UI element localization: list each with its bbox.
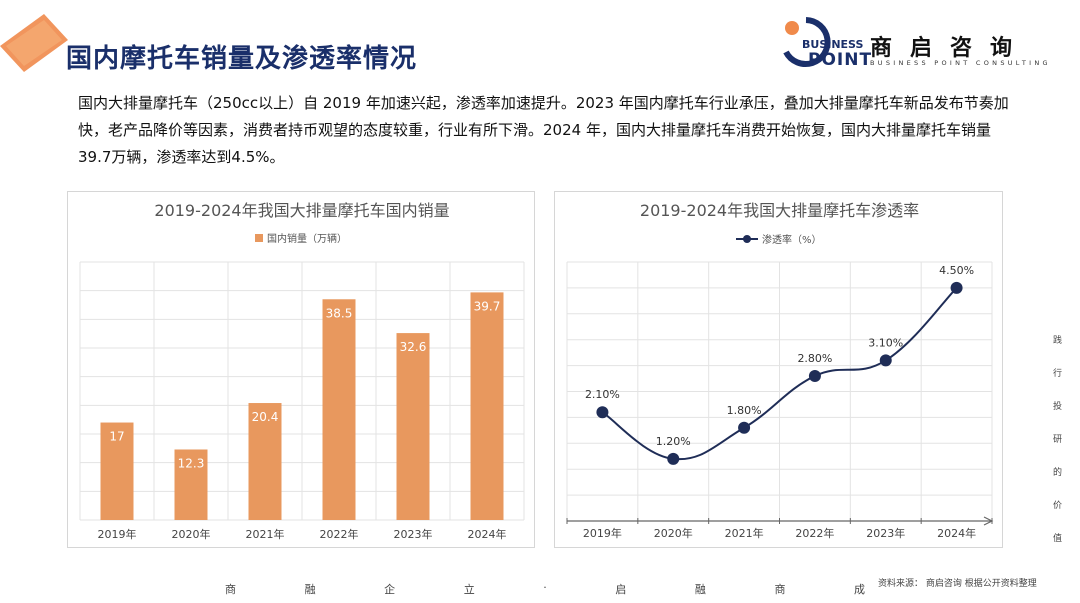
legend-swatch: [255, 234, 263, 242]
penetration-chart-panel: 2019-2024年我国大排量摩托车渗透率渗透率（%） 2.10% 2019年 1.2…: [554, 191, 1003, 548]
data-point: [808, 369, 821, 382]
footer-motto-char: 启: [615, 583, 627, 596]
bar-data-label: 32.6: [400, 340, 427, 354]
brand-tagline: BUSINESS POINT CONSULTING: [870, 59, 1051, 67]
point-data-label: 1.80%: [727, 404, 762, 417]
footer-motto-char: ·: [543, 581, 547, 594]
point-data-label: 3.10%: [868, 336, 903, 349]
x-tick-label: 2022年: [795, 526, 834, 540]
side-slogan-char: 投: [1053, 402, 1063, 412]
data-point: [738, 421, 751, 434]
footer-motto-char: 融: [694, 583, 706, 596]
point-data-label: 4.50%: [939, 264, 974, 277]
legend-marker: [743, 235, 751, 243]
x-tick-label: 2023年: [866, 526, 905, 540]
brand-logo-block: BUSINESS POINT 商启咨询 BUSINESS POINT CONSU…: [778, 14, 1068, 74]
data-source-note: 资料来源： 商启咨询 根据公开资料整理: [878, 579, 1037, 589]
bar-data-label: 38.5: [326, 306, 353, 320]
footer-motto-char: 成: [854, 583, 865, 596]
brand-name-en-line2: POINT: [808, 50, 873, 70]
bar-data-label: 12.3: [178, 456, 205, 470]
brand-name-cn: 商启咨询: [870, 36, 1031, 61]
side-slogan-char: 行: [1053, 369, 1063, 379]
x-tick-label: 2024年: [937, 526, 976, 540]
x-tick-label: 2021年: [246, 527, 285, 541]
x-tick-label: 2020年: [172, 527, 211, 541]
footer-motto-char: 商: [774, 583, 786, 596]
bar: [100, 422, 134, 520]
side-slogan-char: 的: [1053, 468, 1063, 478]
x-tick-label: 2019年: [98, 527, 137, 541]
corner-decoration: [0, 14, 68, 72]
side-slogan-char: 值: [1053, 534, 1063, 544]
bar: [248, 403, 282, 520]
series-line: [601, 287, 958, 461]
side-slogan-char: 践: [1053, 336, 1063, 346]
point-data-label: 1.20%: [656, 435, 691, 448]
footer-motto-char: 企: [384, 583, 396, 596]
footer-motto-char: 立: [463, 583, 475, 596]
data-point: [879, 354, 892, 367]
footer-motto-char: 商: [225, 583, 236, 596]
bar-data-label: 39.7: [474, 299, 501, 313]
x-tick-label: 2023年: [394, 527, 433, 541]
legend-label: 渗透率（%）: [762, 233, 822, 246]
data-point: [667, 452, 680, 465]
x-tick-label: 2020年: [654, 526, 693, 540]
footer-motto-char: 融: [304, 583, 316, 596]
bar: [396, 333, 430, 520]
x-tick-label: 2021年: [725, 526, 764, 540]
brand-logo-icon: [783, 17, 831, 67]
x-tick-label: 2022年: [320, 527, 359, 541]
point-data-label: 2.10%: [585, 388, 620, 401]
x-tick-label: 2024年: [468, 527, 507, 541]
legend-label: 国内销量（万辆）: [267, 232, 347, 245]
side-slogan-char: 研: [1053, 435, 1063, 445]
data-point: [950, 281, 963, 294]
brand-name-en-line1: BUSINESS: [802, 38, 864, 51]
chart-title: 2019-2024年我国大排量摩托车渗透率: [640, 201, 919, 220]
side-slogan-char: 价: [1053, 501, 1063, 511]
bar-data-label: 17: [109, 430, 124, 444]
footer-motto: 商 融 企 立 · 启 融 商 成: [225, 581, 865, 597]
side-slogan: 践 行 投 研 的 价 值: [1053, 336, 1067, 567]
chart-title: 2019-2024年我国大排量摩托车国内销量: [154, 201, 449, 220]
bar-data-label: 20.4: [252, 410, 279, 424]
bar: [322, 299, 356, 520]
bar: [174, 449, 208, 520]
data-point: [596, 406, 609, 419]
bar: [470, 292, 504, 520]
page-title: 国内摩托车销量及渗透率情况: [66, 44, 418, 74]
x-tick-label: 2019年: [583, 526, 622, 540]
point-data-label: 2.80%: [797, 352, 832, 365]
sales-chart-panel: 2019-2024年我国大排量摩托车国内销量国内销量（万辆） 17 2019年 12.…: [67, 191, 535, 548]
intro-paragraph: 国内大排量摩托车（250cc以上）自 2019 年加速兴起，渗透率加速提升。20…: [78, 94, 1009, 166]
